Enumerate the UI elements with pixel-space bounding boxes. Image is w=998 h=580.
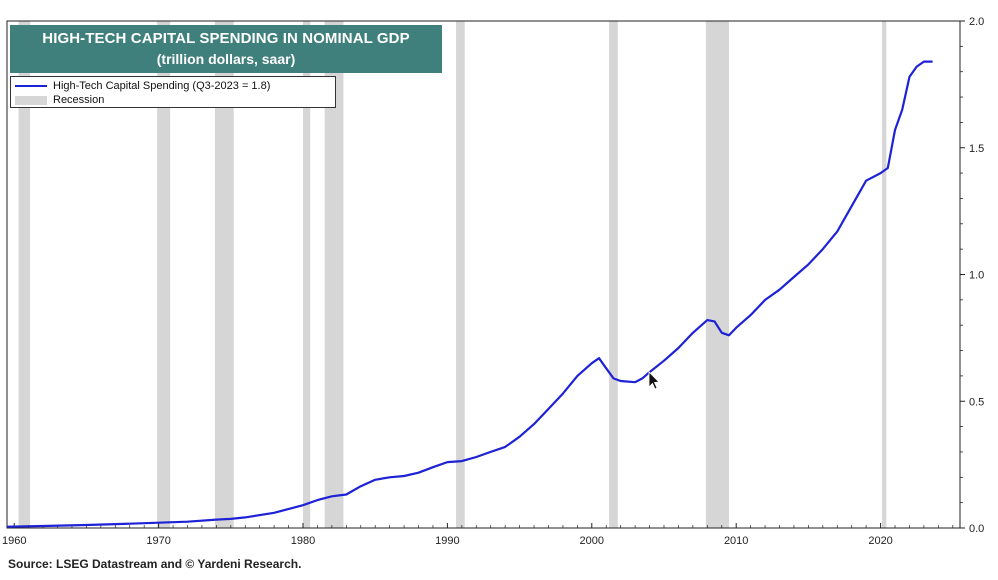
x-tick-label-1: 1970 bbox=[146, 535, 170, 547]
recession-band-6 bbox=[609, 21, 618, 528]
legend-item-recession: Recession bbox=[15, 93, 104, 107]
x-tick-label-3: 1990 bbox=[435, 535, 459, 547]
chart-title-box: HIGH-TECH CAPITAL SPENDING IN NOMINAL GD… bbox=[10, 25, 442, 73]
mouse-pointer-icon bbox=[648, 371, 660, 390]
x-tick-label-5: 2010 bbox=[724, 535, 748, 547]
recession-band-1 bbox=[157, 21, 171, 528]
y-tick-label-4: 2.0 bbox=[969, 16, 984, 28]
legend: High-Tech Capital Spending (Q3-2023 = 1.… bbox=[10, 76, 336, 108]
recession-band-8 bbox=[882, 21, 887, 528]
series-line-high-tech-capital-spending bbox=[6, 60, 933, 528]
y-tick-label-3: 1.5 bbox=[969, 143, 984, 155]
legend-series-label: High-Tech Capital Spending (Q3-2023 = 1.… bbox=[53, 80, 271, 92]
legend-line-swatch bbox=[15, 85, 47, 88]
y-tick-label-0: 0.0 bbox=[969, 523, 984, 535]
x-tick-label-6: 2020 bbox=[868, 535, 892, 547]
x-axis: 1960 1970 1980 1990 2000 2010 2020 bbox=[2, 523, 954, 547]
x-tick-label-4: 2000 bbox=[580, 535, 604, 547]
legend-item-series: High-Tech Capital Spending (Q3-2023 = 1.… bbox=[15, 79, 270, 93]
y-tick-label-1: 0.5 bbox=[969, 396, 984, 408]
source-note: Source: LSEG Datastream and © Yardeni Re… bbox=[8, 557, 302, 571]
chart-subtitle: (trillion dollars, saar) bbox=[156, 51, 296, 67]
y-axis: 0.0 0.5 1.0 1.5 2.0 bbox=[960, 16, 984, 535]
recession-band-4 bbox=[324, 21, 344, 528]
recession-band-5 bbox=[456, 21, 465, 528]
recession-band-7 bbox=[705, 21, 729, 528]
recession-band-3 bbox=[303, 21, 311, 528]
x-tick-label-2: 1980 bbox=[291, 535, 315, 547]
legend-recession-swatch bbox=[15, 95, 47, 105]
recession-band-0 bbox=[18, 21, 31, 528]
x-tick-label-0: 1960 bbox=[2, 535, 26, 547]
recession-band-2 bbox=[214, 21, 234, 528]
legend-recession-label: Recession bbox=[53, 94, 105, 106]
recession-bands bbox=[18, 21, 887, 528]
chart-title: HIGH-TECH CAPITAL SPENDING IN NOMINAL GD… bbox=[42, 30, 410, 47]
y-tick-label-2: 1.0 bbox=[969, 270, 984, 282]
